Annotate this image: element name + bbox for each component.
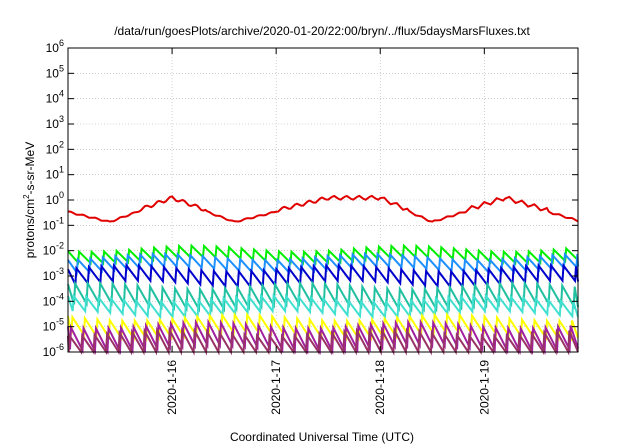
y-axis-label-prefix: protons/cm xyxy=(23,199,37,258)
y-tick-label: 102 xyxy=(46,139,64,156)
flux-series-line xyxy=(67,262,579,290)
flux-series-line xyxy=(67,318,579,356)
y-tick-label: 10-4 xyxy=(43,291,64,308)
y-tick-label: 105 xyxy=(46,63,64,80)
flux-series-line xyxy=(67,326,579,356)
y-tick-label: 104 xyxy=(46,89,64,106)
y-tick-label: 10-6 xyxy=(43,342,64,359)
y-tick-label: 106 xyxy=(46,38,64,55)
y-tick-label: 10-5 xyxy=(43,317,64,334)
flux-series-line xyxy=(67,293,579,320)
x-tick-label: 2020-1-19 xyxy=(477,360,491,415)
y-axis-label-suffix: -s-sr-MeV xyxy=(23,142,37,195)
y-tick-label: 100 xyxy=(46,190,64,207)
x-tick-label: 2020-1-18 xyxy=(373,360,387,415)
chart-title: /data/run/goesPlots/archive/2020-01-20/2… xyxy=(114,24,530,38)
y-tick-label: 10-2 xyxy=(43,241,64,258)
flux-series-line xyxy=(67,194,579,223)
x-tick-label: 2020-1-16 xyxy=(165,360,179,415)
x-axis-label: Coordinated Universal Time (UTC) xyxy=(230,430,414,444)
y-axis-label-superscript: 2 xyxy=(22,194,31,199)
x-axis-ticks: 2020-1-16 2020-1-17 2020-1-18 2020-1-19 xyxy=(165,48,491,415)
y-tick-label: 101 xyxy=(46,165,64,182)
x-tick-label: 2020-1-17 xyxy=(269,360,283,415)
y-axis-ticks: 106 105 104 103 102 101 100 10-1 10-2 10-3 10-4 10-… xyxy=(43,38,578,359)
y-tick-label: 103 xyxy=(46,114,64,131)
y-tick-label: 10-1 xyxy=(43,215,64,232)
y-axis-label: protons/cm2-s-sr-MeV xyxy=(22,142,37,258)
y-tick-label: 10-3 xyxy=(43,266,64,283)
data-series xyxy=(67,194,579,356)
